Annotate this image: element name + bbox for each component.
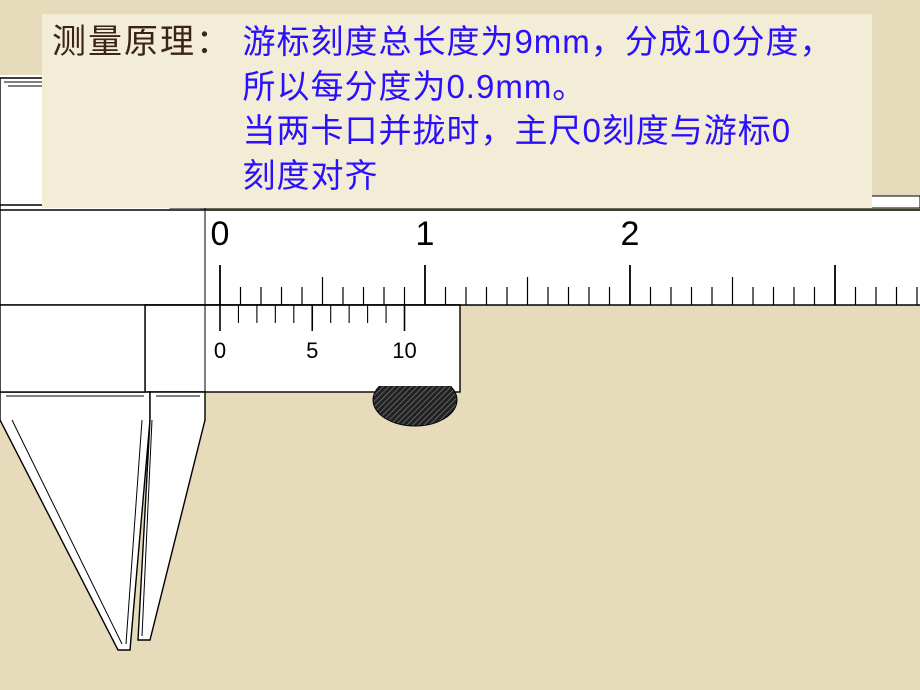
main-scale-label: 2: [621, 215, 640, 253]
vernier-scale-label: 10: [392, 338, 416, 363]
heading-text: 测量原理：: [52, 20, 232, 64]
vernier-scale-label: 0: [214, 338, 226, 363]
main-scale-label: 0: [211, 215, 230, 253]
vernier-scale-label: 5: [306, 338, 318, 363]
main-scale-label: 1: [416, 215, 435, 253]
explanation-panel: 测量原理： 游标刻度总长度为9mm，分成10分度，所以每分度为0.9mm。当两卡…: [42, 14, 872, 208]
body-text: 游标刻度总长度为9mm，分成10分度，所以每分度为0.9mm。当两卡口并拢时，主…: [242, 20, 852, 198]
